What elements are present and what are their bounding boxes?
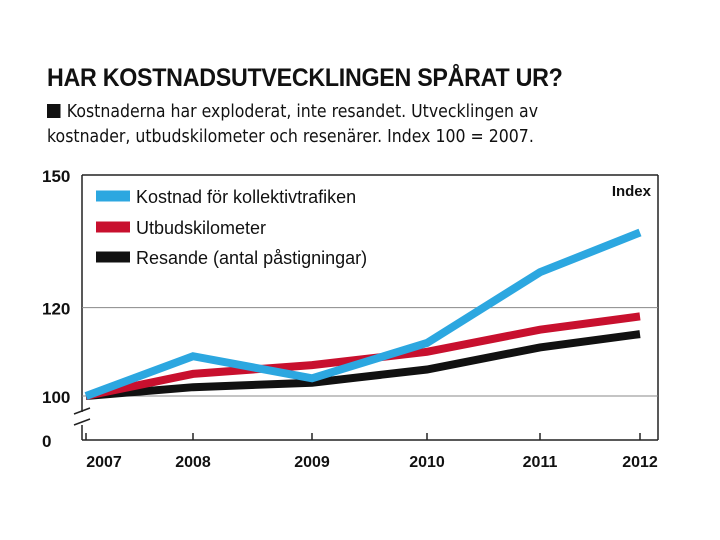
y-axis-unit-label: Index xyxy=(612,183,652,200)
x-tick-label-2010: 2010 xyxy=(409,454,445,471)
x-tick-label-2009: 2009 xyxy=(294,454,330,471)
y-tick-label-0: 0 xyxy=(42,432,51,451)
x-tick-label-2012: 2012 xyxy=(622,454,658,471)
series-line-0 xyxy=(84,228,642,400)
y-tick-label-120: 120 xyxy=(42,300,70,319)
legend-label-1: Utbudskilometer xyxy=(136,218,266,238)
y-tick-label-100: 100 xyxy=(42,388,70,407)
series-line-1 xyxy=(85,312,641,400)
axis-break-mark xyxy=(73,407,91,426)
legend-label-0: Kostnad för kollektivtrafiken xyxy=(136,187,356,207)
chart-title: HAR KOSTNADSUTVECKLINGEN SPÅRAT UR? xyxy=(47,64,563,92)
bullet-square-icon xyxy=(47,104,61,118)
y-tick-label-150: 150 xyxy=(42,167,70,186)
legend-label-2: Resande (antal påstigningar) xyxy=(136,248,367,268)
x-tick-label-2008: 2008 xyxy=(175,454,211,471)
x-tick-label-2007: 2007 xyxy=(86,454,122,471)
series-line-2 xyxy=(85,330,641,400)
chart-subtitle: Kostnaderna har exploderat, inte resande… xyxy=(47,100,605,150)
subtitle-text: Kostnaderna har exploderat, inte resande… xyxy=(47,102,539,147)
x-tick-label-2011: 2011 xyxy=(523,454,558,471)
